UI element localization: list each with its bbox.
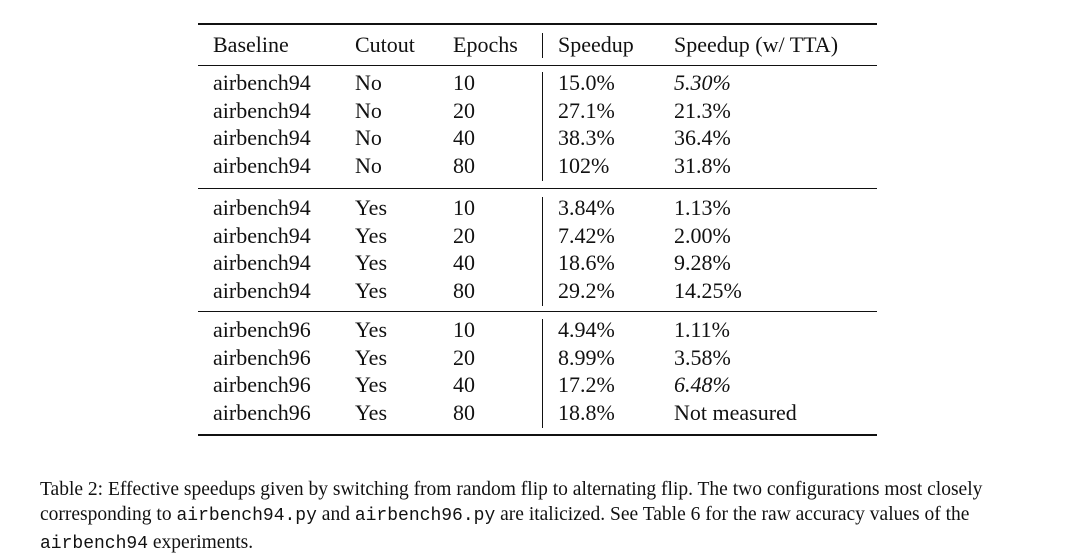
table-cell: Yes: [355, 399, 388, 425]
header-cell: Speedup: [558, 32, 634, 57]
table-cell: 8.99%: [558, 344, 615, 370]
table-cell: airbench94: [213, 195, 311, 220]
header-cell: Speedup (w/ TTA): [674, 32, 839, 57]
table-cell: 18.8%: [558, 399, 615, 425]
caption-code: airbench94.py: [176, 506, 317, 526]
table-cell: Yes: [355, 195, 388, 220]
table-cell: 3.58%: [674, 344, 731, 370]
table-cell: Yes: [355, 372, 388, 397]
table-cell: 102%: [558, 152, 610, 178]
table-cell: No: [355, 97, 382, 123]
table-cell: 18.6%: [558, 250, 615, 275]
table-cell: 10: [453, 317, 475, 342]
table-cell: airbench94: [213, 97, 311, 123]
table-cell: 20: [453, 344, 475, 370]
table-cell: 10: [453, 70, 475, 95]
table-cell: 15.0%: [558, 70, 615, 95]
table-cell: airbench94: [213, 70, 311, 95]
table-cell: airbench96: [213, 372, 311, 397]
table-rule: [198, 23, 877, 25]
table-cell: 27.1%: [558, 97, 615, 123]
header-cell: Epochs: [453, 32, 518, 57]
caption-label: Table 2:: [40, 478, 104, 500]
table-rule: [198, 65, 877, 66]
header-cell: Cutout: [355, 32, 415, 57]
table-cell: Yes: [355, 250, 388, 275]
table-cell: 80: [453, 152, 475, 178]
table-cell: 14.25%: [674, 277, 742, 303]
table-cell: Not measured: [674, 399, 797, 425]
table-cell: No: [355, 70, 382, 95]
caption: Table 2: Effective speedups given by swi…: [40, 477, 1045, 553]
caption-text: are italicized. See Table 6 for the raw …: [500, 504, 970, 525]
table-cell: 9.28%: [674, 250, 731, 275]
table-cell: 40: [453, 125, 475, 150]
table-cell: Yes: [355, 222, 388, 248]
table-cell: 7.42%: [558, 222, 615, 248]
column-divider: [542, 319, 543, 428]
caption-code: airbench94: [40, 533, 149, 553]
table-cell: 20: [453, 97, 475, 123]
table-cell: Yes: [355, 344, 388, 370]
table-cell: 2.00%: [674, 222, 731, 248]
column-divider: [542, 72, 543, 181]
column-divider: [542, 33, 543, 58]
table-rule: [198, 434, 877, 436]
table-cell: 1.13%: [674, 195, 731, 220]
table-cell: 31.8%: [674, 152, 731, 178]
table-cell: 21.3%: [674, 97, 731, 123]
table-cell: 1.11%: [674, 317, 731, 342]
table-cell: 6.48%: [674, 372, 731, 397]
table-cell: airbench96: [213, 317, 311, 342]
table-cell: 29.2%: [558, 277, 615, 303]
table-cell: airbench96: [213, 344, 311, 370]
table-cell: airbench94: [213, 250, 311, 275]
table-cell: 20: [453, 222, 475, 248]
header-cell: Baseline: [213, 32, 289, 57]
table-cell: 80: [453, 277, 475, 303]
table-cell: 17.2%: [558, 372, 615, 397]
table-rule: [198, 311, 877, 312]
table-cell: 10: [453, 195, 475, 220]
table-cell: 4.94%: [558, 317, 615, 342]
column-divider: [542, 197, 543, 306]
table-cell: airbench94: [213, 152, 311, 178]
table-cell: No: [355, 125, 382, 150]
table-cell: 80: [453, 399, 475, 425]
caption-text: Effective speedups given by switching fr…: [40, 478, 983, 526]
table-cell: 3.84%: [558, 195, 615, 220]
table-cell: Yes: [355, 277, 388, 303]
caption-text: and: [321, 504, 350, 525]
table-cell: 40: [453, 372, 475, 397]
table-cell: airbench96: [213, 399, 311, 425]
caption-text: experiments.: [152, 531, 254, 553]
table-cell: 5.30%: [674, 70, 731, 95]
table-cell: 38.3%: [558, 125, 615, 150]
caption-code: airbench96.py: [354, 506, 496, 526]
table-rule: [198, 188, 877, 189]
table-cell: Yes: [355, 317, 388, 342]
table-cell: airbench94: [213, 125, 311, 150]
table-cell: airbench94: [213, 222, 311, 248]
table-cell: airbench94: [213, 277, 311, 303]
table-cell: No: [355, 152, 382, 178]
table-cell: 36.4%: [674, 125, 731, 150]
table-cell: 40: [453, 250, 475, 275]
